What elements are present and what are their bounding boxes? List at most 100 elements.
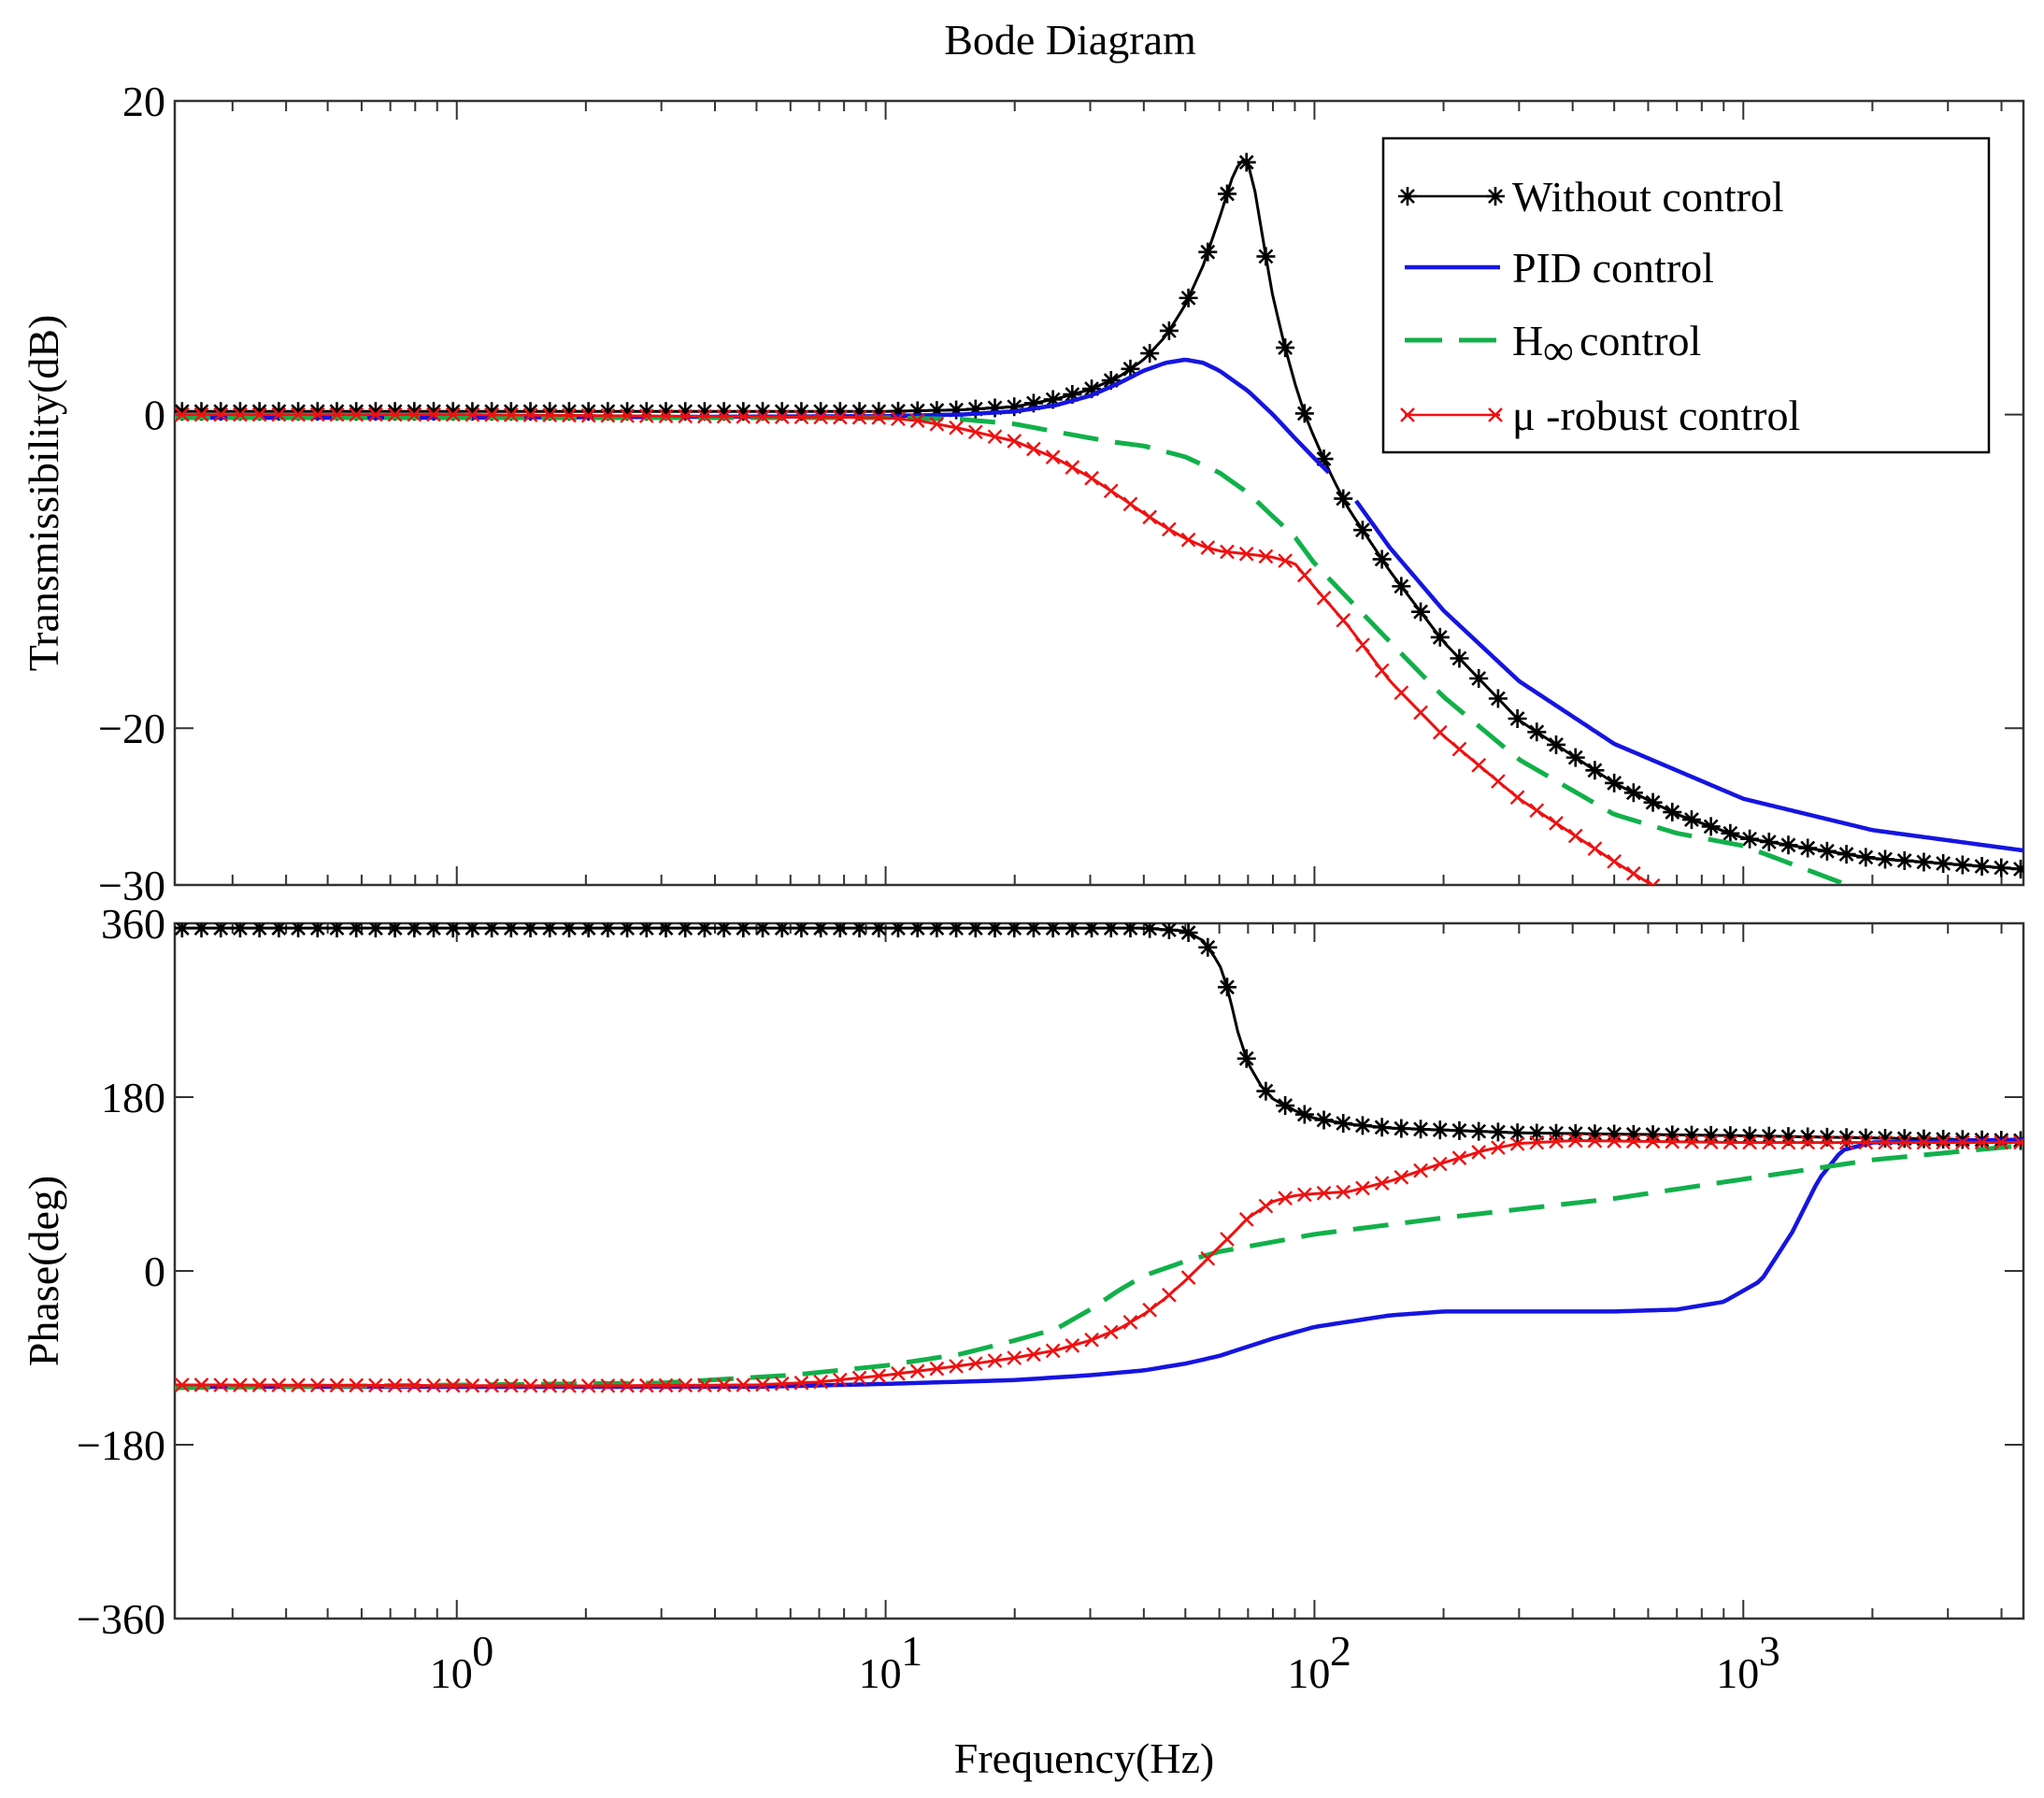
phase-series-marker xyxy=(1858,1134,1874,1150)
phase-series-marker xyxy=(1838,1134,1854,1150)
phase-series-marker xyxy=(540,923,560,938)
phase-y-tick-label: −180 xyxy=(77,1421,165,1469)
phase-plot-frame xyxy=(173,921,2025,1620)
magnitude-series-marker xyxy=(2010,860,2023,879)
magnitude-series-marker xyxy=(251,407,267,422)
x-tick-exponent: 1 xyxy=(901,1627,922,1675)
phase-series-marker xyxy=(965,923,985,938)
phase-series-marker xyxy=(1547,1123,1566,1143)
magnitude-series-marker xyxy=(1626,865,1641,881)
phase-series-marker xyxy=(251,1377,267,1392)
magnitude-series-marker xyxy=(309,407,325,422)
magnitude-series-marker xyxy=(908,401,927,421)
phase-series-marker xyxy=(949,1359,964,1374)
magnitude-series-marker xyxy=(1508,708,1527,728)
phase-series-marker xyxy=(871,1368,887,1384)
x-tick-base: 10 xyxy=(1716,1649,1759,1697)
magnitude-series-marker xyxy=(1876,849,1895,869)
magnitude-series-marker xyxy=(1549,816,1564,831)
phase-series-marker xyxy=(1005,923,1024,938)
magnitude-series-marker xyxy=(888,401,908,421)
phase-series-marker xyxy=(329,1377,345,1393)
magnitude-series-marker xyxy=(1547,735,1566,754)
phase-series-marker xyxy=(1162,1287,1177,1303)
phase-series-marker xyxy=(1023,923,1043,938)
phase-series-marker xyxy=(1082,923,1102,938)
magnitude-series-line xyxy=(1354,499,2023,853)
phase-series-marker xyxy=(694,923,714,938)
magnitude-series-marker xyxy=(211,402,231,421)
phase-y-tick-label: 180 xyxy=(101,1074,165,1121)
phase-series-marker xyxy=(716,1377,732,1392)
legend-label: H xyxy=(1512,317,1543,364)
magnitude-series-marker xyxy=(1898,915,1911,928)
magnitude-series-marker xyxy=(1374,663,1390,678)
phase-series-marker xyxy=(1451,1150,1467,1165)
phase-series-marker xyxy=(175,923,192,938)
phase-series-marker xyxy=(1413,1163,1428,1178)
magnitude-series-marker xyxy=(562,407,577,423)
phase-series-marker xyxy=(1817,1127,1837,1147)
phase-series-line xyxy=(175,1143,2023,1391)
magnitude-series-marker xyxy=(1142,509,1158,525)
magnitude-series-marker xyxy=(463,402,482,421)
magnitude-series-marker xyxy=(1432,724,1448,740)
phase-panel: 360 180 0 −180 −360 Phase(deg) xyxy=(20,900,2025,1643)
magnitude-series-marker xyxy=(1488,689,1508,708)
magnitude-series-marker xyxy=(736,408,751,424)
magnitude-series-marker xyxy=(443,402,463,421)
magnitude-series-marker xyxy=(1162,521,1177,537)
phase-series-marker xyxy=(521,923,540,938)
phase-series-marker xyxy=(1936,1134,1951,1150)
phase-series-marker xyxy=(813,1374,828,1390)
magnitude-y-tick-label: −30 xyxy=(98,862,165,909)
phase-series-marker xyxy=(1800,1134,1816,1150)
magnitude-series-marker xyxy=(213,407,229,422)
phase-series-marker xyxy=(349,1377,364,1393)
magnitude-series-marker xyxy=(1256,247,1276,266)
phase-series-marker xyxy=(484,1377,499,1393)
magnitude-series-marker xyxy=(1218,184,1236,204)
x-tick-labels: 10 0 10 1 10 2 10 3 xyxy=(430,1627,1780,1697)
magnitude-series-marker xyxy=(811,402,831,421)
phase-series-marker xyxy=(463,923,482,938)
phase-series-markers xyxy=(175,923,2023,1150)
legend-label: μ -robust control xyxy=(1512,392,1800,439)
phase-series-marker xyxy=(1180,1270,1196,1285)
phase-series-marker xyxy=(676,923,695,938)
magnitude-series-marker xyxy=(192,402,211,421)
phase-series-marker xyxy=(1529,1134,1545,1150)
magnitude-series-marker xyxy=(1082,379,1102,399)
magnitude-series-marker xyxy=(1045,450,1061,464)
magnitude-series-marker xyxy=(407,407,422,422)
phase-series-marker xyxy=(1820,1134,1835,1150)
phase-series-marker xyxy=(1623,1124,1643,1144)
phase-series-marker xyxy=(1334,1113,1353,1133)
magnitude-series-marker xyxy=(1527,722,1547,742)
magnitude-y-axis-label: Transmissibility(dB) xyxy=(20,315,67,672)
x-axis-label: Frequency(Hz) xyxy=(954,1734,1214,1782)
magnitude-series-marker xyxy=(482,402,502,421)
phase-series-marker xyxy=(1411,1120,1431,1139)
phase-series-marker xyxy=(307,923,327,938)
phase-series-marker xyxy=(1779,1127,1798,1147)
magnitude-series-marker xyxy=(1840,914,1853,927)
phase-series-marker xyxy=(1994,1134,2009,1150)
magnitude-series-marker xyxy=(484,407,499,422)
legend-label-rest: control xyxy=(1579,317,1701,364)
phase-series-marker xyxy=(1488,1122,1508,1142)
magnitude-series-marker xyxy=(1605,773,1624,792)
magnitude-series-marker xyxy=(792,402,811,421)
magnitude-series-marker xyxy=(1180,532,1196,548)
magnitude-series-marker xyxy=(694,402,714,421)
phase-series-marker xyxy=(1565,1124,1585,1144)
x-tick-base: 10 xyxy=(430,1649,473,1697)
magnitude-series-marker xyxy=(424,402,444,421)
magnitude-series-marker xyxy=(1007,434,1022,449)
phase-series-marker xyxy=(656,923,676,938)
magnitude-series-marker xyxy=(1917,915,1930,928)
magnitude-series-marker xyxy=(1023,393,1043,413)
phase-series-marker xyxy=(211,923,231,938)
magnitude-x-ticks xyxy=(231,101,2003,885)
